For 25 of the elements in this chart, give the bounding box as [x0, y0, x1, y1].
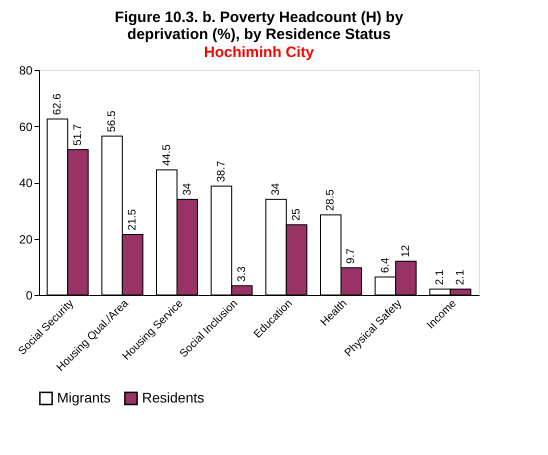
data-label: 62.6: [51, 94, 64, 115]
legend-label: Residents: [142, 389, 204, 406]
data-label: 34: [181, 183, 194, 196]
y-tick-label: 80: [19, 64, 33, 78]
chart-subtitle: Hochiminh City: [204, 44, 315, 61]
data-label: 2.1: [454, 270, 467, 286]
y-tick-label: 0: [26, 288, 33, 302]
data-label: 12: [400, 245, 412, 258]
data-label: 9.7: [345, 248, 358, 264]
data-label: 28.5: [324, 189, 337, 211]
data-label: 38.7: [215, 160, 228, 182]
chart-title: Figure 10.3. b. Poverty Headcount (H) by deprivation (%), by Residence Status: [114, 9, 404, 43]
legend-label: Migrants: [57, 389, 111, 406]
y-tick-label: 60: [19, 120, 33, 134]
data-label: 34: [270, 183, 282, 196]
data-label: 51.7: [72, 124, 84, 146]
y-tick-label: 20: [19, 232, 33, 246]
data-label: 44.5: [160, 144, 173, 166]
data-label: 2.1: [434, 270, 446, 286]
data-label: 25: [290, 208, 303, 221]
data-label: 6.4: [379, 258, 392, 273]
data-label: 21.5: [126, 209, 139, 231]
y-tick-label: 40: [19, 176, 33, 190]
data-label: 3.3: [236, 266, 248, 282]
data-label: 56.5: [106, 110, 118, 132]
